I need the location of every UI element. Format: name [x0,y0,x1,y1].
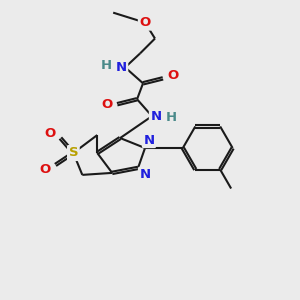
Text: N: N [150,110,161,123]
Text: N: N [116,61,127,74]
Text: O: O [102,98,113,111]
Text: H: H [165,111,176,124]
Text: S: S [68,146,78,160]
Text: H: H [100,59,112,72]
Text: O: O [140,16,151,29]
Text: O: O [45,127,56,140]
Text: O: O [40,164,51,176]
Text: N: N [140,168,151,182]
Text: O: O [167,69,178,82]
Text: N: N [143,134,155,146]
